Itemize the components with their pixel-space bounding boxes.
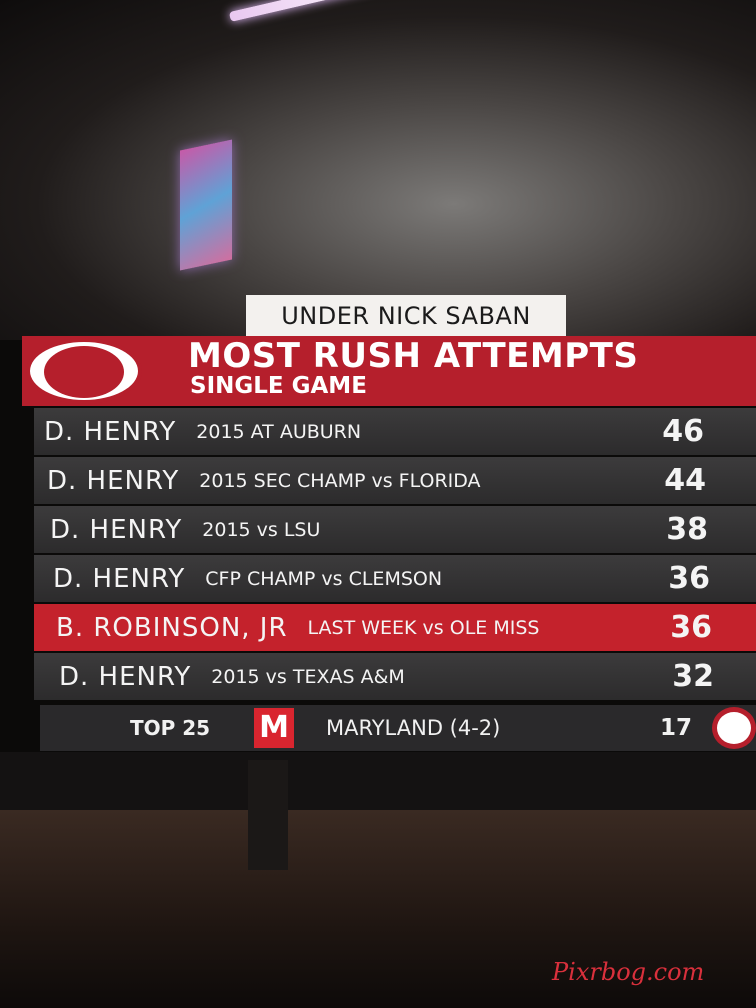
watermark: Pixrbog.com [552,958,705,986]
table-row: B. ROBINSON, JR LAST WEEK vs OLE MISS 36 [34,604,756,651]
attempts: 36 [670,610,712,645]
alabama-logo-center [44,346,124,398]
attempts: 36 [668,561,710,596]
stadium [0,0,756,340]
table-row: D. HENRY CFP CHAMP vs CLEMSON 36 [34,555,756,602]
title: MOST RUSH ATTEMPTS [188,336,639,376]
game: 2015 vs TEXAS A&M [211,665,405,688]
game: 2015 SEC CHAMP vs FLORIDA [199,469,481,492]
attempts: 46 [662,414,704,449]
ticker-label: TOP 25 [130,716,211,740]
attempts: 32 [672,659,714,694]
table: D. HENRY 2015 AT AUBURN 46 D. HENRY 2015 SEC… [34,408,756,702]
score: 17 [660,715,693,741]
player: D. HENRY [47,465,180,496]
game: 2015 vs LSU [202,518,321,541]
attempts: 38 [666,512,708,547]
floor [0,810,756,1008]
player: D. HENRY [53,563,186,594]
table-row: D. HENRY 2015 vs TEXAS A&M 32 [34,653,756,700]
player: B. ROBINSON, JR [56,612,288,643]
player: D. HENRY [50,514,183,545]
attempts: 44 [664,463,706,498]
title-bar [22,336,756,406]
video-board [180,139,232,271]
tv-stand [248,760,288,870]
game: 2015 AT AUBURN [196,420,362,443]
team-logo: M [254,708,294,748]
game: LAST WEEK vs OLE MISS [307,616,540,639]
table-row: D. HENRY 2015 AT AUBURN 46 [34,408,756,455]
subtitle: SINGLE GAME [190,373,367,399]
player: D. HENRY [59,661,192,692]
opponent-logo [712,707,756,749]
tag: UNDER NICK SABAN [246,295,566,337]
ticker: TOP 25 M MARYLAND (4-2) 17 [40,705,756,751]
game: CFP CHAMP vs CLEMSON [205,567,443,590]
table-row: D. HENRY 2015 SEC CHAMP vs FLORIDA 44 [34,457,756,504]
player: D. HENRY [44,416,177,447]
table-row: D. HENRY 2015 vs LSU 38 [34,506,756,553]
team: MARYLAND (4-2) [326,716,501,740]
